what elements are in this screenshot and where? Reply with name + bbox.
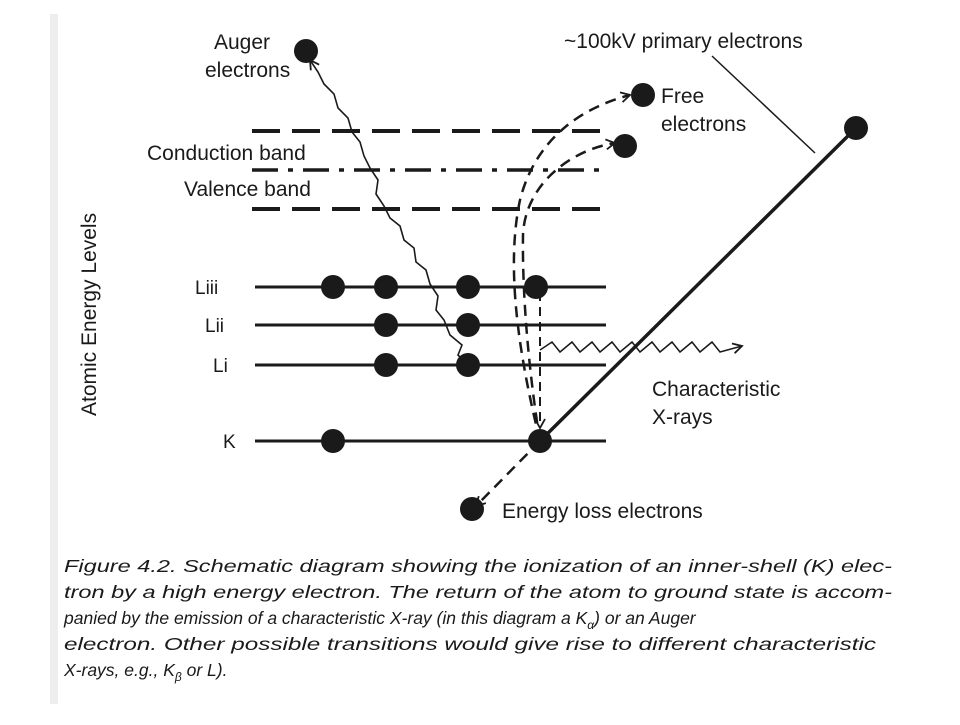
electron-liii-4: [524, 275, 548, 299]
free-electron-path-lower: [521, 138, 617, 442]
electron-k-vacancy: [528, 429, 552, 453]
auger-label-line2: electrons: [205, 59, 290, 82]
k-label: K: [223, 432, 236, 453]
caption-line-2: tron by a high energy electron. The retu…: [64, 582, 892, 602]
electron-liii-2: [374, 275, 398, 299]
figure-caption: Figure 4.2. Schematic diagram showing th…: [63, 556, 892, 684]
auger-electron: [294, 39, 318, 63]
free-electrons-label-line1: Free: [661, 85, 704, 108]
conduction-band-label: Conduction band: [147, 142, 306, 165]
energy-loss-path: [474, 440, 541, 508]
electron-lii-1: [374, 313, 398, 337]
electron-liii-1: [321, 275, 345, 299]
xray-label-line2: X-rays: [652, 406, 713, 429]
scan-margin: [50, 14, 58, 704]
free-electron-lower: [613, 134, 637, 158]
electron-liii-3: [456, 275, 480, 299]
caption-line-1: Figure 4.2. Schematic diagram showing th…: [64, 556, 892, 576]
li-label: Li: [213, 356, 228, 377]
energy-loss-electron: [460, 497, 484, 521]
free-electron-path-upper: [512, 91, 632, 442]
primary-electron-pointer: [711, 55, 816, 154]
caption-line-4: electron. Other possible transitions wou…: [64, 634, 876, 654]
free-electron-upper: [631, 83, 655, 107]
caption-line-5: X-rays, e.g., Kβ or L).: [63, 660, 227, 684]
axis-label: Atomic Energy Levels: [78, 213, 101, 416]
electron-li-1: [374, 353, 398, 377]
xray-label-line1: Characteristic: [652, 378, 780, 401]
auger-electron-path: [308, 58, 469, 366]
free-electrons-label-line2: electrons: [661, 113, 746, 136]
primary-electron-path: [538, 126, 858, 443]
valence-band-label: Valence band: [184, 178, 311, 201]
primary-electron: [844, 116, 868, 140]
electron-lii-2: [456, 313, 480, 337]
characteristic-xray-path: [539, 340, 744, 354]
electron-li-2: [456, 353, 480, 377]
liii-label: Liii: [195, 278, 218, 299]
auger-label-line1: Auger: [214, 31, 270, 54]
primary-electrons-label: ~100kV primary electrons: [564, 30, 803, 53]
caption-line-3: panied by the emission of a characterist…: [63, 608, 697, 632]
energy-loss-label: Energy loss electrons: [502, 500, 703, 523]
lii-label: Lii: [205, 316, 224, 337]
electron-k-1: [321, 429, 345, 453]
